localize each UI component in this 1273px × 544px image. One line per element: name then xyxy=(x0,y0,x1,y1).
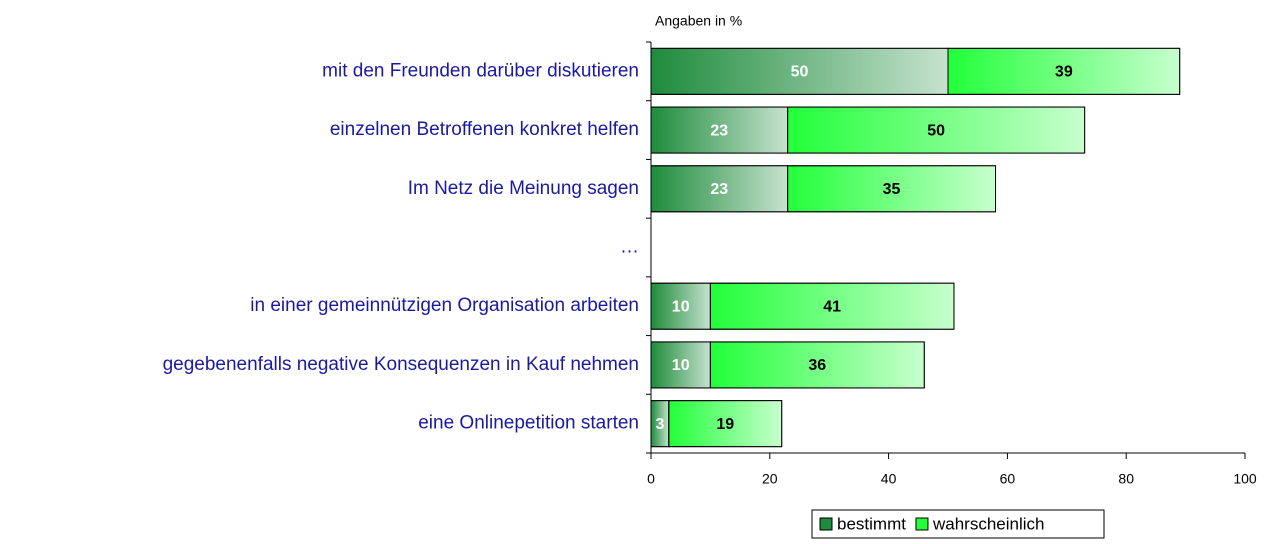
bar-shine xyxy=(650,47,949,95)
value-label: 36 xyxy=(808,357,826,374)
value-label: 35 xyxy=(883,181,901,198)
category-label: Im Netz die Meinung sagen xyxy=(408,178,639,199)
value-label: 50 xyxy=(927,122,945,139)
legend-swatch xyxy=(819,517,833,531)
subtitle: Angaben in % xyxy=(655,13,742,29)
x-tick-label: 60 xyxy=(1000,471,1016,487)
value-label: 23 xyxy=(710,181,728,198)
legend-swatch xyxy=(915,517,929,531)
bar-shine xyxy=(650,341,711,389)
bar-shine xyxy=(947,47,1181,95)
value-label: 50 xyxy=(791,64,809,81)
value-label: 39 xyxy=(1055,64,1073,81)
x-tick-label: 20 xyxy=(762,471,778,487)
bar-shine xyxy=(709,341,925,389)
value-label: 23 xyxy=(710,122,728,139)
category-label: gegebenenfalls negative Konsequenzen in … xyxy=(163,354,639,375)
legend-box xyxy=(811,509,1105,539)
bar-shine xyxy=(709,282,955,330)
bar-shine xyxy=(787,165,997,213)
category-label: eine Onlinepetition starten xyxy=(418,413,639,434)
bar-shine xyxy=(650,106,789,154)
x-tick-label: 80 xyxy=(1118,471,1134,487)
value-label: 10 xyxy=(672,298,690,315)
value-label: 10 xyxy=(672,357,690,374)
legend-label: wahrscheinlich xyxy=(932,514,1045,533)
category-label: mit den Freunden darüber diskutieren xyxy=(322,60,639,81)
x-tick-label: 100 xyxy=(1233,471,1257,487)
x-tick-label: 40 xyxy=(881,471,897,487)
value-label: 41 xyxy=(823,298,841,315)
bar-shine xyxy=(650,282,711,330)
bar-shine xyxy=(668,400,783,448)
category-label: in einer gemeinnützigen Organisation arb… xyxy=(250,295,639,316)
value-label: 19 xyxy=(716,416,734,433)
x-tick-label: 0 xyxy=(647,471,655,487)
bar-shine xyxy=(787,106,1086,154)
category-label: einzelnen Betroffenen konkret helfen xyxy=(330,119,639,140)
bar-shine xyxy=(650,165,789,213)
legend-label: bestimmt xyxy=(837,514,906,533)
category-label: … xyxy=(620,237,639,258)
value-label: 3 xyxy=(655,416,664,433)
